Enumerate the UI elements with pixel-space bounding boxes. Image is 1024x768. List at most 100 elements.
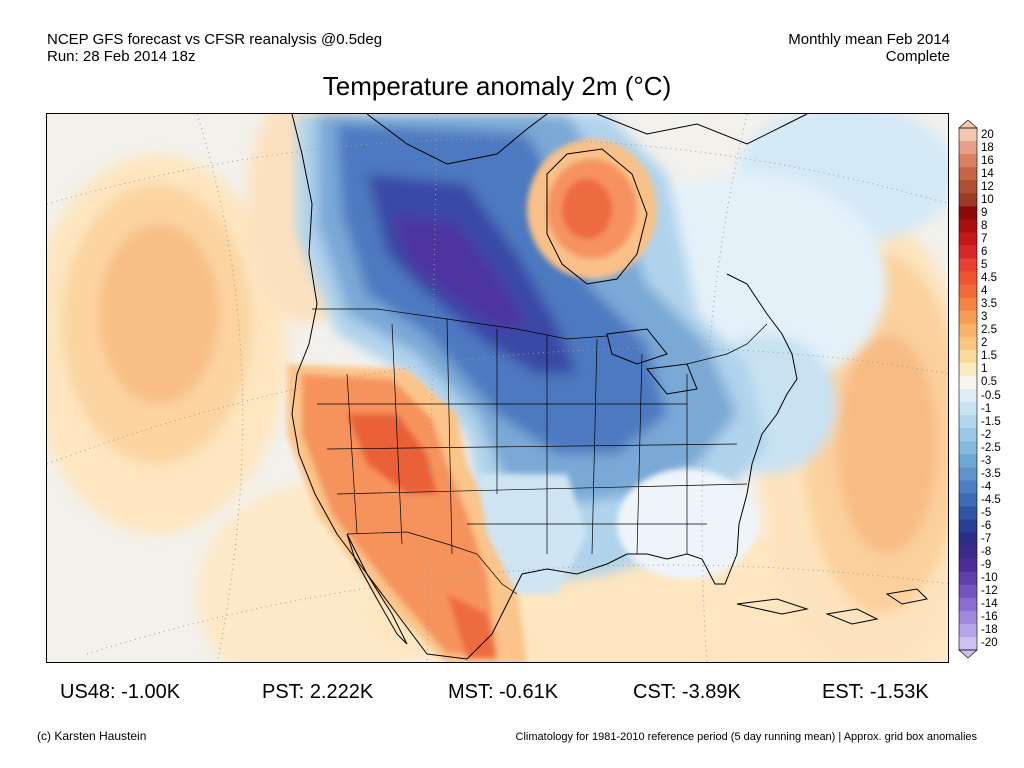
colorbar-tick-label: -18 [981,624,998,637]
colorbar-swatch [959,597,977,612]
stat-value: -1.53K [869,681,929,703]
colorbar-swatch [959,428,977,442]
run-info: NCEP GFS forecast vs CFSR reanalysis @0.… [47,31,382,65]
stat-label: EST: [822,681,865,703]
pacific-warm-anomaly [47,154,287,534]
colorbar-swatch [959,415,977,429]
colorbar-swatch [959,232,977,246]
colorbar-tick-label: -4 [981,480,992,493]
period-info: Monthly mean Feb 2014 Complete [788,31,950,65]
colorbar-tick-label: -2 [981,428,992,441]
colorbar-tick-label: 16 [981,154,994,167]
colorbar-swatch [959,441,977,455]
colorbar-svg [958,119,978,659]
colorbar-tick-label: -5 [981,506,992,519]
colorbar-frame [958,127,978,651]
colorbar-tick-label: -7 [981,533,992,546]
colorbar-swatch [959,402,977,416]
colorbar-tick-label: 10 [981,193,994,206]
colorbar [958,119,978,659]
colorbar-swatch [959,506,977,520]
model-description: NCEP GFS forecast vs CFSR reanalysis @0.… [47,31,383,48]
colorbar-max-arrow [958,119,978,129]
stat-value: 2.222K [309,681,374,703]
colorbar-swatch [959,167,977,181]
colorbar-tick-label: 4.5 [981,272,997,285]
stat-label: PST: [262,681,305,703]
colorbar-swatch [959,571,977,586]
colorbar-tick-label: -4.5 [981,493,1001,506]
colorbar-swatch [959,558,977,573]
stat-value: -3.89K [681,681,741,703]
stat-pst: PST: 2.222K [262,680,373,704]
colorbar-swatch [959,389,977,403]
copyright: (c) Karsten Haustein [37,729,147,743]
colorbar-swatch [959,258,977,273]
colorbar-min-arrow [958,649,978,659]
completion-status: Complete [885,48,950,65]
stat-label: US48: [60,681,116,703]
run-time: Run: 28 Feb 2014 18z [47,48,196,65]
stat-est: EST: -1.53K [822,680,929,704]
colorbar-swatch [959,193,977,207]
colorbar-swatch [959,519,977,534]
colorbar-tick-label: 3.5 [981,298,997,311]
political-borders [312,308,768,595]
colorbar-tick-label: 9 [981,206,988,219]
colorbar-swatch [959,349,977,364]
colorbar-tick-label: 2.5 [981,324,997,337]
colorbar-swatch [959,584,977,599]
colorbar-swatch [959,493,977,507]
map-title: Temperature anomaly 2m (°C) [322,71,672,101]
colorbar-tick-label: -12 [981,585,998,598]
colorbar-tick-label: 18 [981,141,994,154]
colorbar-swatch [959,206,977,220]
colorbar-tick-label: -3 [981,454,992,467]
colorbar-swatch [959,545,977,560]
colorbar-tick-label: 12 [981,180,994,193]
colorbar-swatch [959,154,977,168]
colorbar-tick-label: -6 [981,520,992,533]
period-label: Monthly mean Feb 2014 [788,31,950,48]
western-us-warm-anomaly [287,364,527,662]
colorbar-swatch [959,480,977,494]
colorbar-tick-label: 7 [981,232,988,245]
colorbar-tick-label: -9 [981,559,992,572]
colorbar-tick-label: 14 [981,167,994,180]
colorbar-swatch [959,245,977,259]
stat-mst: MST: -0.61K [448,680,558,704]
colorbar-swatch [959,128,977,142]
colorbar-tick-label: -20 [981,637,998,650]
stat-label: MST: [448,681,494,703]
colorbar-tick-label: -1 [981,402,992,415]
colorbar-swatch [959,297,977,312]
colorbar-tick-label: -8 [981,546,992,559]
regional-stats: US48: -1.00K PST: 2.222K MST: -0.61K CST… [0,680,1024,706]
colorbar-tick-label: -16 [981,611,998,624]
colorbar-swatch [959,336,977,351]
texas-cool-strip [477,474,587,594]
colorbar-swatch [959,141,977,155]
colorbar-swatch [959,323,977,338]
coastlines [291,114,929,660]
stat-label: CST: [633,681,677,703]
colorbar-tick-label: 1.5 [981,350,997,363]
colorbar-tick-label: 20 [981,128,994,141]
stat-cst: CST: -3.89K [633,680,741,704]
colorbar-swatch [959,610,977,625]
stat-value: -0.61K [499,681,559,703]
stat-us48: US48: -1.00K [60,680,180,704]
colorbar-tick-label: -3.5 [981,467,1001,480]
colorbar-tick-label: -14 [981,598,998,611]
colorbar-swatch [959,623,977,638]
colorbar-swatch [959,284,977,299]
colorbar-swatch [959,454,977,468]
colorbar-tick-label: 8 [981,219,988,232]
colorbar-tick-label: 6 [981,245,988,258]
colorbar-tick-label: 2 [981,337,988,350]
climatology-note: Climatology for 1981-2010 reference peri… [515,731,977,743]
colorbar-tick-label: 0.5 [981,376,997,389]
colorbar-tick-label: 1 [981,363,988,376]
colorbar-tick-label: -2.5 [981,441,1001,454]
colorbar-swatch [959,219,977,233]
